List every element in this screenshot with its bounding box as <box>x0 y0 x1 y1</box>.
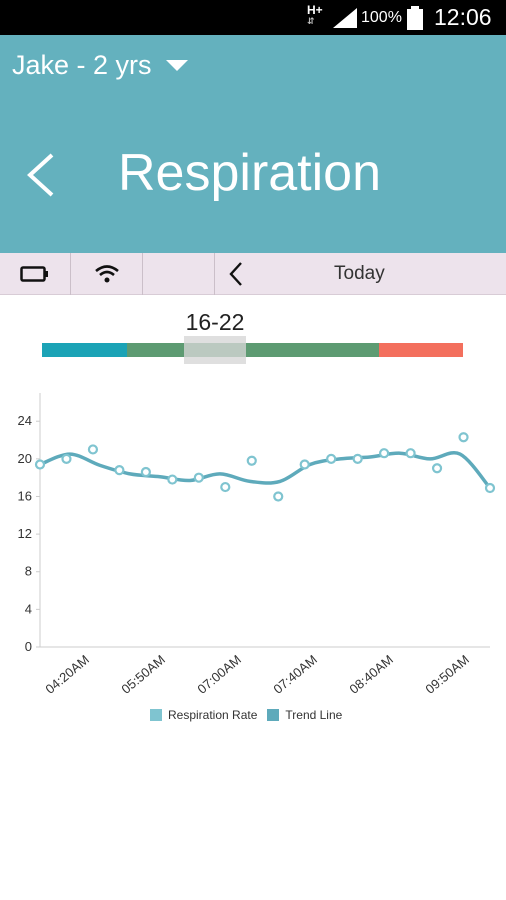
network-type: H+ <box>307 3 323 17</box>
page-title: Respiration <box>118 144 382 202</box>
y-tick-label: 4 <box>25 601 32 616</box>
data-point[interactable] <box>326 453 337 464</box>
range-low-segment <box>42 343 127 357</box>
y-tick-label: 12 <box>18 526 32 541</box>
dropdown-caret-icon <box>165 59 188 71</box>
range-high-segment <box>379 343 463 357</box>
toolbar: Today <box>0 253 506 295</box>
x-tick-label: 07:00AM <box>194 652 244 697</box>
y-tick-label: 20 <box>18 451 32 466</box>
data-point[interactable] <box>458 432 469 443</box>
y-tick-label: 16 <box>18 488 32 503</box>
respiration-chart: 0 4 8 12 16 20 24 04:20AM 05:50AM 07:00AM 07:40AM… <box>18 393 496 697</box>
profile-name: Jake - 2 yrs <box>12 50 152 80</box>
range-marker[interactable] <box>184 336 246 364</box>
battery-percent: 100% <box>361 9 402 26</box>
x-tick-label: 05:50AM <box>118 652 168 697</box>
data-point[interactable] <box>299 459 310 470</box>
legend-item-trend-line: Trend Line <box>267 708 342 722</box>
data-point[interactable] <box>193 472 204 483</box>
app-header: Jake - 2 yrs Respiration <box>0 35 506 253</box>
battery-icon <box>407 6 423 30</box>
wifi-status-button[interactable] <box>71 253 143 295</box>
x-tick-label: 08:40AM <box>346 652 396 697</box>
toolbar-spacer <box>143 253 215 295</box>
profile-selector[interactable]: Jake - 2 yrs <box>12 48 188 82</box>
back-button[interactable] <box>22 145 66 205</box>
y-tick-label: 8 <box>25 564 32 579</box>
legend-label: Respiration Rate <box>168 708 258 722</box>
x-tick-label: 09:50AM <box>422 652 472 697</box>
x-tick-label: 04:20AM <box>42 652 92 697</box>
signal-icon <box>333 8 357 28</box>
data-point[interactable] <box>167 474 178 485</box>
battery-status-button[interactable] <box>0 253 71 295</box>
date-label: Today <box>334 263 385 284</box>
y-tick-label: 0 <box>25 639 32 654</box>
status-bar: H+ ⇵ 100% 12:06 <box>0 0 506 35</box>
data-point[interactable] <box>34 459 46 470</box>
legend-item-respiration-rate: Respiration Rate <box>150 708 257 722</box>
data-point[interactable] <box>379 448 390 459</box>
data-point[interactable] <box>87 444 99 455</box>
legend-label: Trend Line <box>285 708 343 722</box>
chart-legend: Respiration Rate Trend Line <box>150 708 352 722</box>
data-arrows-icon: ⇵ <box>307 16 315 26</box>
wifi-icon <box>94 265 119 283</box>
data-point[interactable] <box>273 491 284 502</box>
y-tick-label: 24 <box>18 413 32 428</box>
previous-day-button[interactable] <box>215 253 257 295</box>
data-point[interactable] <box>431 463 443 474</box>
clock: 12:06 <box>434 4 492 30</box>
x-tick-label: 07:40AM <box>270 652 320 697</box>
range-label: 16-22 <box>185 309 245 335</box>
data-point[interactable] <box>61 453 72 464</box>
network-indicator: H+ ⇵ <box>307 4 323 26</box>
data-point[interactable] <box>114 465 125 476</box>
chevron-left-icon <box>229 262 242 286</box>
data-point[interactable] <box>405 448 416 459</box>
data-point[interactable] <box>140 466 151 478</box>
data-point[interactable] <box>246 455 257 466</box>
battery-outline-icon <box>20 266 48 282</box>
data-point[interactable] <box>484 482 496 494</box>
range-normal-segment <box>127 343 379 357</box>
legend-swatch <box>150 709 162 721</box>
trend-line <box>38 451 492 490</box>
data-point[interactable] <box>352 453 363 464</box>
data-point[interactable] <box>220 481 231 493</box>
legend-swatch <box>267 709 280 721</box>
